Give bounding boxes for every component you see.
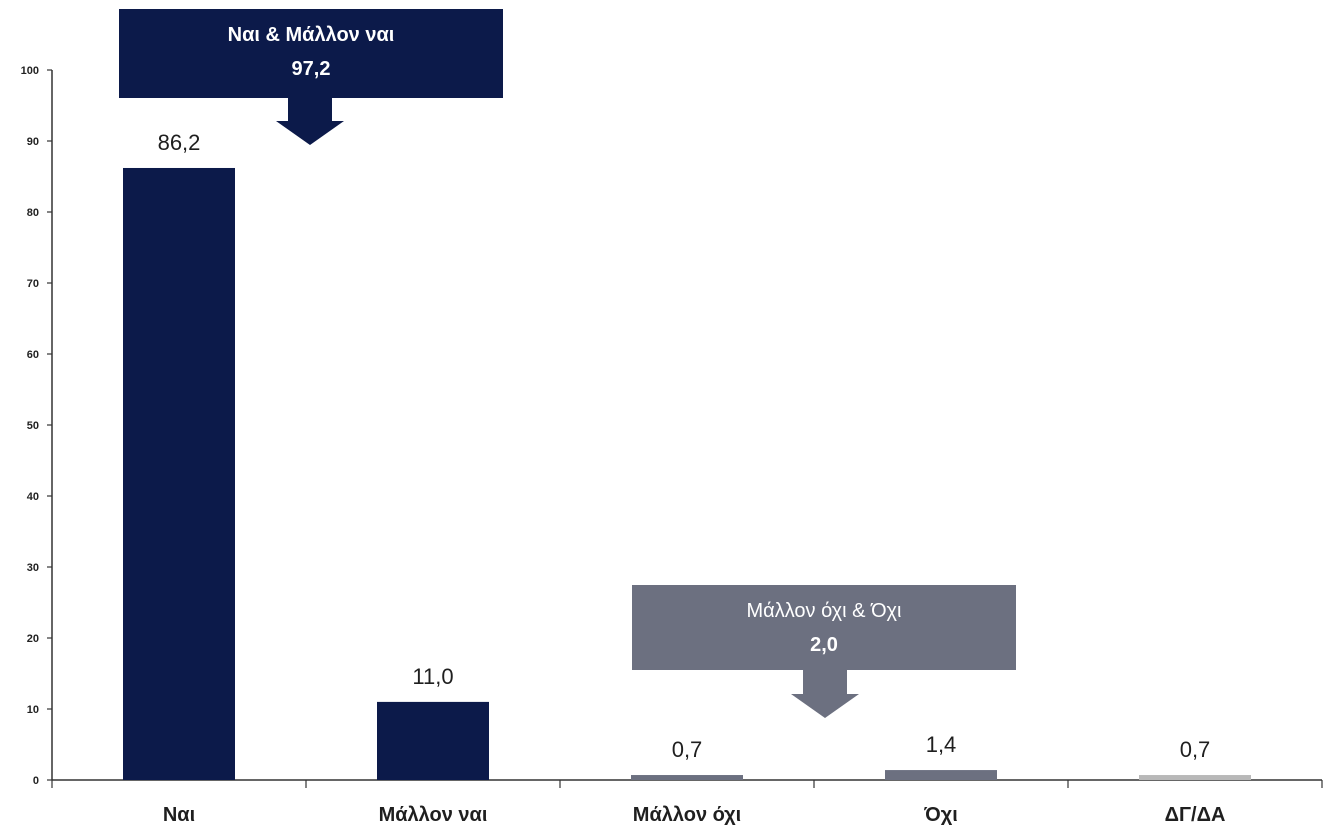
data-label: 0,7 xyxy=(1180,737,1211,762)
category-label: Μάλλον ναι xyxy=(379,804,488,826)
bar-3 xyxy=(631,775,743,780)
data-label: 11,0 xyxy=(412,664,453,689)
y-tick-label: 10 xyxy=(27,704,39,716)
category-label: Ναι xyxy=(163,804,195,826)
category-label: Όχι xyxy=(923,804,958,826)
y-tick-label: 20 xyxy=(27,633,39,645)
callout-label: Ναι & Μάλλον ναι xyxy=(228,24,395,46)
bar-2 xyxy=(377,701,489,780)
category-label: Μάλλον όχι xyxy=(633,804,741,826)
bar-1 xyxy=(123,167,235,781)
callout-value: 2,0 xyxy=(810,634,838,656)
y-axis: 0 10 20 30 40 50 60 70 80 90 100 xyxy=(21,65,53,787)
y-tick-label: 100 xyxy=(21,65,39,77)
y-tick-label: 60 xyxy=(27,349,39,361)
callout-arrow xyxy=(791,670,859,718)
bar-4 xyxy=(885,770,997,780)
callout-1: Ναι & Μάλλον ναι 97,2 xyxy=(119,9,503,145)
y-tick-label: 80 xyxy=(27,207,39,219)
x-axis xyxy=(51,779,1323,788)
bar-5 xyxy=(1139,775,1251,780)
y-tick-label: 0 xyxy=(33,775,39,787)
y-tick-label: 40 xyxy=(27,491,39,503)
callout-2: Μάλλον όχι & Όχι 2,0 xyxy=(632,585,1016,718)
bars: 86,2 Ναι 11,0 Μάλλον ναι 0,7 Μάλλον όχι 1,4 Όχι… xyxy=(123,130,1251,826)
callout-arrow xyxy=(276,98,344,145)
category-label: ΔΓ/ΔΑ xyxy=(1165,804,1226,826)
y-tick-label: 70 xyxy=(27,278,39,290)
callout-label: Μάλλον όχι & Όχι xyxy=(746,600,901,622)
callouts: Ναι & Μάλλον ναι 97,2 Μάλλον όχι & Όχι 2,0 xyxy=(119,9,1016,718)
data-label: 86,2 xyxy=(158,130,201,155)
data-label: 0,7 xyxy=(672,737,703,762)
y-tick-label: 90 xyxy=(27,136,39,148)
data-label: 1,4 xyxy=(926,732,957,757)
y-tick-label: 30 xyxy=(27,562,39,574)
callout-value: 97,2 xyxy=(292,58,331,80)
callout-box xyxy=(632,585,1016,670)
y-tick-label: 50 xyxy=(27,420,39,432)
callout-box xyxy=(119,9,503,98)
